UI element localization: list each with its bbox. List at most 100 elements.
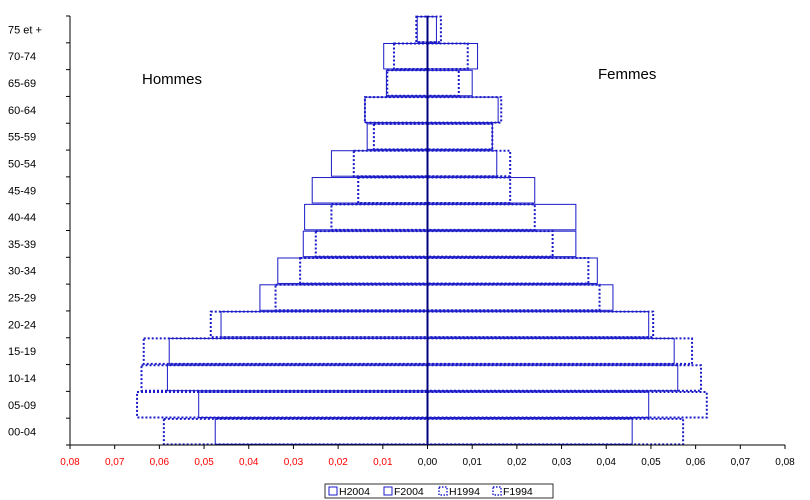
y-tick-label-40-44: 40-44 — [8, 212, 36, 224]
bar-f2004-70-74 — [427, 42, 479, 70]
legend-label-f2004: F2004 — [394, 486, 424, 498]
bar-f1994-75-et — [426, 15, 442, 44]
bar-h1994-65-69 — [386, 69, 429, 97]
bar-h1994-45-49 — [357, 176, 429, 205]
bar-h1994-35-39 — [314, 230, 429, 258]
x-tick-label-11: 0,03 — [552, 457, 572, 468]
bar-f2004-40-44 — [427, 203, 577, 231]
bar-f2004-25-29 — [427, 284, 614, 311]
x-tick-label-8: 0,00 — [418, 457, 438, 468]
y-tick-label-35-39: 35-39 — [8, 239, 36, 251]
x-tick-label-1: 0,07 — [105, 457, 125, 468]
y-tick-label-55-59: 55-59 — [8, 132, 36, 144]
bar-f1994-60-64 — [426, 96, 503, 124]
legend-label-h2004: H2004 — [339, 486, 370, 498]
bar-f1994-20-24 — [426, 310, 655, 339]
bar-h1994-05-09 — [136, 391, 429, 419]
y-tick-label-60-64: 60-64 — [8, 105, 36, 117]
y-tick-label-70-74: 70-74 — [8, 51, 36, 63]
x-tick-label-9: 0,01 — [462, 457, 482, 468]
bar-h1994-40-44 — [330, 203, 429, 231]
bar-f2004-50-54 — [427, 150, 498, 177]
bar-f1994-15-19 — [426, 337, 694, 365]
bar-h2004-20-24 — [220, 311, 428, 338]
bar-f2004-75-et — [427, 16, 437, 43]
bar-f2004-20-24 — [427, 311, 650, 338]
bar-h2004-35-39 — [302, 230, 428, 258]
x-tick-label-6: 0,02 — [328, 457, 348, 468]
bar-h1994-25-29 — [274, 283, 429, 312]
bar-h2004-40-44 — [304, 203, 428, 231]
bar-f2004-45-49 — [427, 177, 536, 204]
bar-h2004-10-14 — [166, 364, 428, 392]
bar-f2004-60-64 — [427, 96, 499, 124]
axes — [66, 15, 786, 449]
legend-swatch-f2004 — [383, 486, 393, 496]
bar-f1994-70-74 — [426, 42, 469, 70]
legend-label-f1994: F1994 — [503, 486, 533, 498]
bar-h2004-15-19 — [168, 337, 429, 365]
series-f1994-bars — [426, 15, 708, 446]
bar-f1994-50-54 — [426, 149, 512, 178]
y-tick-label-00-04: 00-04 — [8, 427, 36, 439]
bar-h2004-45-49 — [311, 177, 428, 204]
bar-f2004-65-69 — [427, 69, 473, 97]
bar-f1994-45-49 — [426, 176, 512, 205]
x-tick-label-15: 0,07 — [731, 457, 751, 468]
bar-h1994-20-24 — [209, 310, 429, 339]
y-tick-label-45-49: 45-49 — [8, 185, 36, 197]
y-tick-label-20-24: 20-24 — [8, 319, 36, 331]
bar-h1994-75-et — [415, 15, 429, 44]
bar-h1994-00-04 — [162, 417, 429, 446]
bar-h2004-55-59 — [366, 123, 429, 150]
x-tick-label-0: 0,08 — [60, 457, 80, 468]
bar-h2004-70-74 — [383, 42, 428, 70]
bar-f1994-35-39 — [426, 230, 554, 258]
y-tick-label-10-14: 10-14 — [8, 373, 36, 385]
bar-h1994-50-54 — [352, 149, 429, 178]
x-tick-label-2: 0,06 — [150, 457, 170, 468]
x-tick-label-12: 0,04 — [597, 457, 617, 468]
bar-f1994-55-59 — [426, 122, 494, 151]
bar-f2004-10-14 — [427, 364, 679, 392]
bar-h1994-15-19 — [142, 337, 429, 365]
x-tick-label-10: 0,02 — [507, 457, 527, 468]
y-tick-label-75-et: 75 et + — [8, 24, 42, 36]
side-label-left: Hommes — [142, 71, 202, 88]
y-tick-label-50-54: 50-54 — [8, 158, 36, 170]
bar-f1994-30-34 — [426, 256, 590, 285]
x-tick-label-3: 0,05 — [194, 457, 214, 468]
bar-h2004-05-09 — [198, 391, 428, 419]
bar-h2004-75-et — [416, 16, 429, 43]
bar-f1994-40-44 — [426, 203, 536, 231]
bar-h1994-60-64 — [363, 96, 429, 124]
y-tick-labels: 00-04 05-09 10-14 15-19 20-24 25-29 30-34 35-39… — [8, 24, 42, 438]
bar-h1994-55-59 — [372, 122, 429, 151]
bar-f2004-30-34 — [427, 257, 598, 284]
bar-f2004-55-59 — [427, 123, 493, 150]
x-tick-label-16: 0,08 — [775, 457, 795, 468]
x-tick-label-13: 0,05 — [641, 457, 661, 468]
x-tick-label-4: 0,04 — [239, 457, 259, 468]
legend: H2004 F2004 H1994 F1994 — [324, 483, 554, 499]
x-tick-label-7: 0,01 — [373, 457, 393, 468]
bar-h1994-30-34 — [299, 256, 429, 285]
bar-f1994-00-04 — [426, 417, 685, 446]
y-tick-label-65-69: 65-69 — [8, 78, 36, 90]
legend-label-h1994: H1994 — [449, 486, 480, 498]
bar-h2004-25-29 — [259, 284, 429, 311]
x-tick-label-14: 0,06 — [686, 457, 706, 468]
side-label-right: Femmes — [598, 66, 656, 83]
bar-h2004-65-69 — [385, 69, 429, 97]
y-tick-label-30-34: 30-34 — [8, 266, 36, 278]
x-tick-labels: 0,08 0,07 0,06 0,05 0,04 0,03 0,02 0,01 0,00 0,01… — [60, 457, 795, 468]
y-tick-label-25-29: 25-29 — [8, 293, 36, 305]
bar-h2004-60-64 — [364, 96, 429, 124]
bar-f2004-15-19 — [427, 337, 675, 365]
bar-f2004-05-09 — [427, 391, 650, 419]
legend-swatch-h1994 — [438, 486, 448, 496]
bar-h2004-00-04 — [214, 418, 428, 445]
bar-h1994-70-74 — [392, 42, 429, 70]
y-tick-label-05-09: 05-09 — [8, 400, 36, 412]
